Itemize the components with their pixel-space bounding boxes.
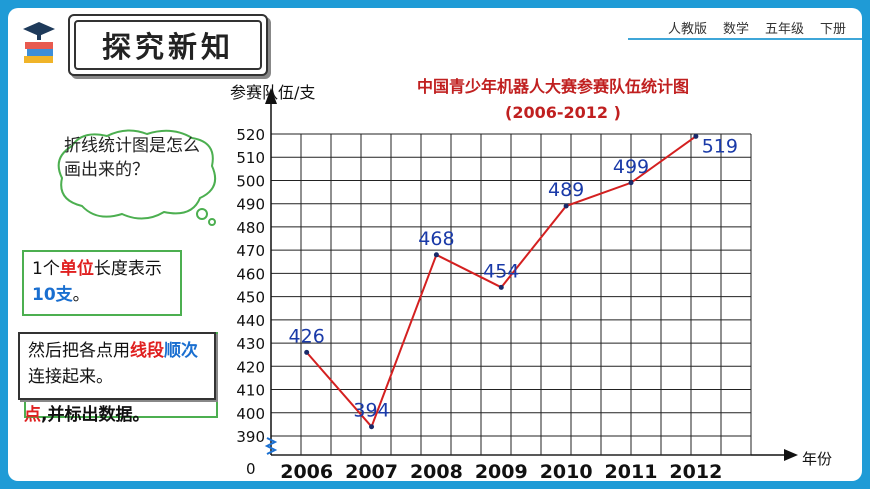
y-tick-label: 500 [236, 172, 265, 190]
data-point [304, 349, 310, 355]
data-label: 489 [548, 179, 584, 201]
x-axis-label: 年份 [802, 450, 832, 468]
y-tick-label: 420 [236, 358, 265, 376]
y-tick-label: 430 [236, 335, 265, 353]
y-axis-label: 参赛队伍/支 [230, 83, 315, 102]
y-tick-label: 510 [236, 149, 265, 167]
unit-note-prefix: 1个 [32, 259, 60, 279]
data-label: 454 [483, 260, 519, 282]
unit-note-key: 单位 [59, 259, 94, 279]
x-axis-arrow [784, 449, 798, 461]
meta-subject: 数学 [722, 22, 749, 37]
y-tick-label: 470 [236, 242, 265, 260]
unit-note-end: 。 [72, 285, 90, 305]
title-box: 探究新知 [68, 14, 268, 76]
data-label: 499 [613, 156, 649, 178]
connect-note-prefix: 然后把各点用 [28, 341, 130, 361]
x-tick-label: 2007 [345, 461, 398, 481]
book-meta: 人教版 数学 五年级 下册 [668, 18, 846, 37]
y-tick-label: 400 [236, 405, 265, 423]
axis-break-icon [264, 437, 278, 455]
y-tick-label: 450 [236, 289, 265, 307]
book-stack-icon [23, 22, 55, 63]
connect-note-end: 连接起来。 [28, 367, 113, 387]
x-tick-label: 2009 [475, 461, 528, 481]
line-chart: 中国青少年机器人大赛参赛队伍统计图 (2006-2012 ) 参赛队伍/支 年份… [230, 77, 832, 481]
data-label: 426 [289, 325, 325, 347]
x-tick-label: 2006 [280, 461, 333, 481]
data-label: 519 [702, 135, 738, 157]
y-tick-label: 410 [236, 382, 265, 400]
y-tick-label: 390 [236, 428, 265, 446]
data-point [433, 252, 439, 258]
y-axis-arrow [265, 88, 277, 104]
y-tick-label: 480 [236, 219, 265, 237]
data-label: 468 [418, 228, 454, 250]
y-tick-label: 520 [236, 126, 265, 144]
connect-note-key1: 线段 [130, 341, 164, 361]
y-tick-label: 440 [236, 312, 265, 330]
meta-publisher: 人教版 [667, 22, 707, 37]
thought-bubble [57, 129, 216, 226]
connect-note-key2: 顺次 [164, 341, 198, 361]
page-title: 探究新知 [74, 20, 262, 70]
data-point [498, 284, 504, 290]
x-tick-label: 2010 [540, 461, 593, 481]
chart-subtitle: (2006-2012 ) [505, 103, 621, 122]
data-label: 394 [353, 400, 389, 422]
x-tick-label: 2008 [410, 461, 463, 481]
y-tick-label: 460 [236, 265, 265, 283]
plot-note-key: 点 [24, 405, 41, 425]
y-zero-label: 0 [246, 460, 256, 478]
plot-note-end: ,并标出数据。 [41, 405, 150, 425]
data-point [693, 133, 699, 139]
bubble-text: 折线统计图是怎么画出来的？ [64, 136, 200, 180]
meta-grade: 五年级 [764, 22, 804, 37]
data-point [369, 424, 375, 430]
data-point [563, 203, 569, 209]
chart-title: 中国青少年机器人大赛参赛队伍统计图 [417, 77, 689, 96]
connect-note: 然后把各点用线段顺次连接起来。 [18, 332, 216, 400]
meta-divider [628, 38, 862, 40]
unit-note-value: 10支 [32, 285, 73, 305]
unit-note-mid: 长度表示 [93, 259, 162, 279]
plot-note-tail: 点,并标出数据。 [24, 400, 149, 425]
y-tick-label: 490 [236, 196, 265, 214]
data-point [628, 180, 634, 186]
meta-volume: 下册 [819, 22, 846, 37]
x-tick-label: 2011 [605, 461, 658, 481]
x-tick-label: 2012 [669, 461, 722, 481]
unit-note: 1个单位长度表示 10支。 [22, 250, 182, 316]
slide: 探究新知 人教版 数学 五年级 下册 折线统计图是怎么画出来的？ 1个单位长度表… [8, 8, 862, 481]
